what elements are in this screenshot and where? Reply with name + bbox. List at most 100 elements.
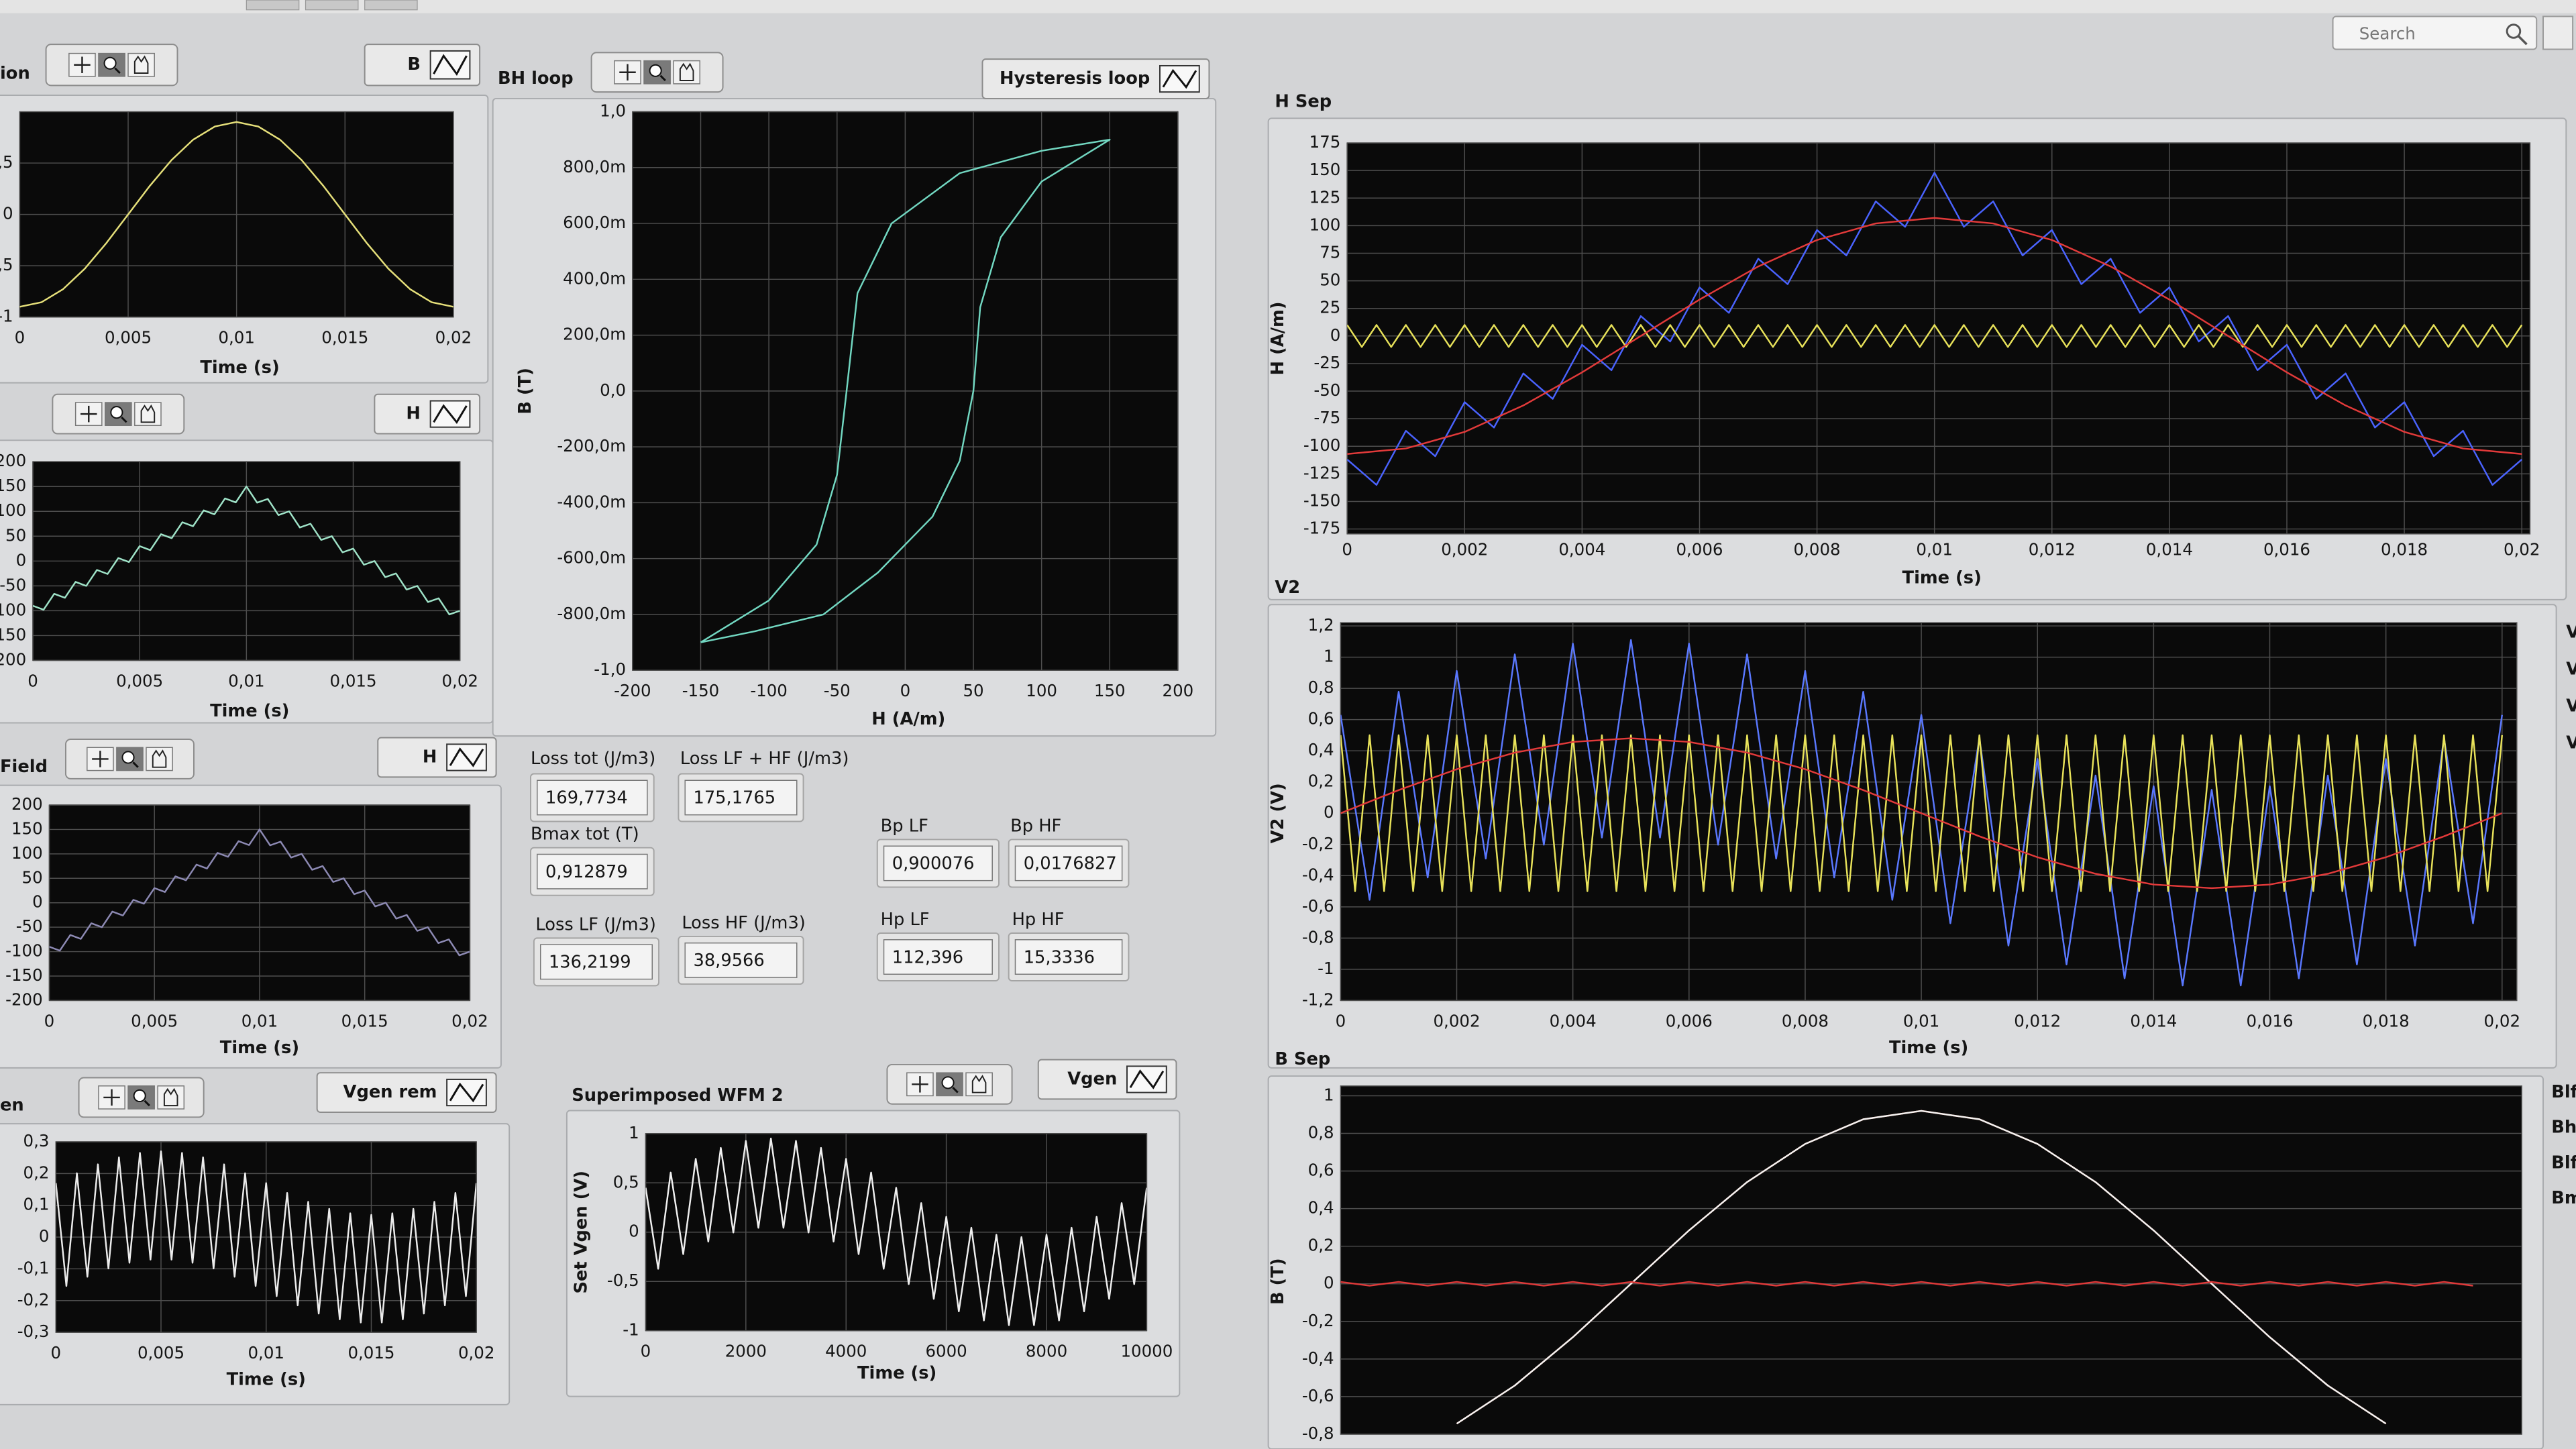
- x-axis-title: Time (s): [1889, 1038, 1968, 1058]
- pan-icon: [152, 749, 167, 768]
- x-tick-label: 0: [1336, 1011, 1346, 1030]
- x-tick-label: 0,01: [218, 327, 254, 347]
- graph: 1 0,8 0,6 0,4 0,2 0 -0,2 -0,4 -0,6 -0,8 B Sep B (T): [1268, 1049, 2522, 1443]
- zoom-icon: [114, 67, 121, 74]
- y-tick-label: -0,6: [1302, 896, 1334, 916]
- x-tick-label: 0,016: [2246, 1011, 2293, 1030]
- y-tick-label: -200: [0, 649, 26, 669]
- y-tick-label: -0,1: [17, 1258, 50, 1277]
- plot-area: [1340, 1085, 2522, 1435]
- trace: [19, 121, 453, 308]
- x-tick-label: 0: [15, 327, 25, 347]
- x-tick-label: 0,005: [138, 1343, 184, 1362]
- indicator-label: Bmax tot (T): [531, 824, 639, 845]
- y-tick-label: 0,6: [1308, 709, 1334, 729]
- y-axis-title: V2 (V): [1268, 783, 1288, 843]
- x-tick-label: 50: [963, 681, 983, 700]
- y-tick-label: -400,0m: [557, 492, 626, 511]
- indicator-label: Bp LF: [881, 816, 928, 836]
- plot-legend: Vgen rem: [316, 1072, 497, 1113]
- y-tick-label: -1: [0, 307, 13, 326]
- x-tick-label: 0,018: [2363, 1011, 2410, 1030]
- y-tick-label: -25: [1313, 353, 1340, 372]
- menu-button[interactable]: [305, 0, 359, 11]
- y-tick-label: -0,5: [607, 1271, 639, 1290]
- y-tick-label: 200,0m: [563, 325, 626, 344]
- menu-button[interactable]: [246, 0, 300, 11]
- plot-traces: [49, 828, 470, 957]
- y-tick-label: 0: [629, 1222, 639, 1241]
- pan-icon: [163, 1087, 178, 1107]
- x-tick-label: -50: [824, 681, 851, 700]
- x-tick-label: 0: [44, 1011, 55, 1030]
- indicator-value: 0,0176827: [1024, 854, 1117, 874]
- y-tick-label: 0,1: [23, 1195, 50, 1214]
- x-tick-label: 0: [50, 1343, 61, 1362]
- indicator-label: Loss LF + HF (J/m3): [680, 749, 849, 769]
- x-tick-label: 100: [1026, 681, 1057, 700]
- x-tick-label: 0,02: [435, 327, 472, 347]
- x-tick-label: -100: [750, 681, 788, 700]
- indicator-label: Hp LF: [881, 910, 930, 930]
- menu-button[interactable]: [364, 0, 418, 11]
- y-tick-label: 0,3: [23, 1131, 50, 1150]
- x-tick-label: 0,006: [1666, 1011, 1713, 1030]
- x-axis-title: Time (s): [227, 1370, 306, 1390]
- search-icon: [2518, 35, 2528, 46]
- side-label: Blf: [2551, 1082, 2576, 1102]
- search-icon[interactable]: [2506, 23, 2522, 39]
- x-tick-label: 0,002: [1441, 539, 1488, 559]
- graph-palette: [45, 44, 178, 87]
- y-tick-label: -1: [623, 1320, 639, 1340]
- legend-box[interactable]: [981, 58, 1210, 99]
- plot-legend: H: [374, 393, 481, 435]
- graph: 0 2000 4000 6000 8000 10000 1 0,5 0 -0,5 -1 Superim…: [571, 1085, 1173, 1383]
- x-tick-label: 0: [900, 681, 911, 700]
- y-tick-label: 0,4: [1308, 1198, 1334, 1218]
- graph: -200 -150 -100 -50 0 50 100 150 200 1,0 800,0m 600,…: [498, 68, 1193, 729]
- indicator-label: Loss HF (J/m3): [682, 913, 806, 933]
- zoom-icon: [659, 74, 666, 82]
- side-label: V: [2566, 733, 2576, 753]
- pan-icon: [679, 62, 694, 81]
- trace: [32, 485, 460, 616]
- y-tick-label: 200: [11, 794, 43, 814]
- x-tick-label: 8000: [1026, 1342, 1067, 1361]
- graph-title: H Sep: [1275, 91, 1332, 111]
- indicator-value: 112,396: [892, 947, 963, 967]
- y-tick-label: -100: [5, 941, 43, 961]
- legend-line: [449, 747, 484, 767]
- y-tick-label: -1: [1318, 959, 1334, 978]
- trace: [49, 828, 470, 957]
- side-label: Blf: [2551, 1152, 2576, 1173]
- legend-label: Vgen rem: [343, 1082, 437, 1102]
- controls: B H H Vgen rem Hysteresis loop Vgen Loss tot (…: [45, 44, 2576, 1208]
- x-tick-label: 0,004: [1558, 539, 1605, 559]
- zoom-icon: [110, 406, 123, 419]
- side-label: V: [2566, 696, 2576, 716]
- x-tick-label: 0,015: [341, 1011, 388, 1030]
- help-button[interactable]: [2542, 15, 2574, 50]
- indicator-value: 136,2199: [549, 953, 631, 973]
- y-axis-title: B (T): [1268, 1258, 1288, 1305]
- x-axis-title: Time (s): [1902, 568, 1982, 588]
- x-tick-label: 0,016: [2263, 539, 2310, 559]
- y-tick-label: 50: [1320, 270, 1340, 290]
- search-placeholder: Search: [2359, 23, 2416, 43]
- x-tick-label: 200: [1163, 681, 1194, 700]
- y-tick-label: 0,4: [1308, 740, 1334, 759]
- plot-traces: [700, 138, 1111, 643]
- search-box[interactable]: [2332, 15, 2538, 50]
- legend-label: H: [406, 404, 421, 424]
- graph-title: Superimposed WFM 2: [572, 1085, 783, 1106]
- indicator-box: [537, 853, 648, 890]
- x-tick-label: 0: [641, 1342, 651, 1361]
- plot-traces: [1347, 172, 2523, 486]
- x-tick-label: 0,006: [1676, 539, 1723, 559]
- y-tick-label: -200,0m: [557, 436, 626, 455]
- x-tick-label: 0,012: [2029, 539, 2076, 559]
- y-tick-label: -0,4: [1302, 865, 1334, 884]
- y-tick-label: 175: [1309, 132, 1341, 152]
- x-tick-label: 0: [28, 671, 38, 690]
